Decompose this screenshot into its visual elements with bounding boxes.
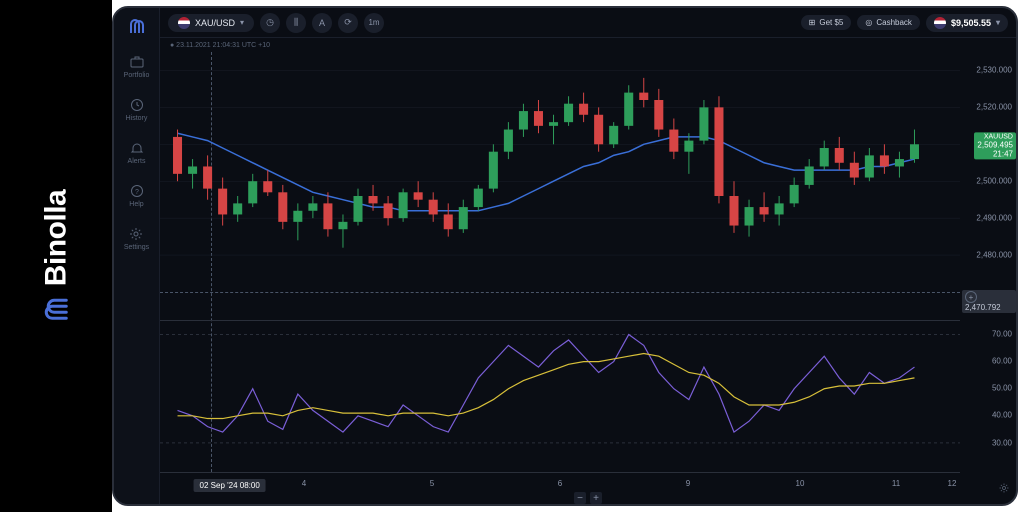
zoom-in-button[interactable]: + (590, 492, 602, 504)
refresh-tool-icon[interactable]: ⟳ (338, 13, 358, 33)
gift-icon: ⊞ (809, 18, 816, 27)
x-tick-label: 11 (892, 479, 900, 488)
x-tick-label: 6 (558, 479, 562, 488)
nav-history[interactable]: History (126, 97, 148, 122)
text-tool-icon[interactable]: A (312, 13, 332, 33)
zoom-controls: − + (574, 492, 602, 504)
zoom-out-button[interactable]: − (574, 492, 586, 504)
chart-area: ● 23.11.2021 21:04:31 UTC +10 2,480.000 2… (160, 38, 1016, 504)
nav-settings[interactable]: Settings (124, 226, 149, 251)
flag-icon (934, 17, 946, 29)
y-tick-label: 2,520.000 (976, 103, 1012, 112)
chart-settings-icon[interactable] (998, 482, 1010, 494)
balance-display[interactable]: $9,505.55 ▾ (926, 14, 1008, 32)
crosshair-x-label: 02 Sep '24 08:00 (194, 479, 266, 492)
app-frame: Portfolio History Alerts ? Help Settings… (112, 6, 1018, 506)
clock-icon (129, 97, 145, 113)
gear-icon (128, 226, 144, 242)
indicator-y-axis: 30.00 40.00 50.00 60.00 70.00 (962, 320, 1016, 470)
x-axis: 02 Sep '24 08:00 4 5 6 9 10 11 12 (160, 472, 960, 496)
indicator-y-label: 40.00 (992, 411, 1012, 420)
top-bar: XAU/USD ▾ ◷ ⫼ A ⟳ 1m ⊞ Get $5 ◎ Cashback… (160, 8, 1016, 38)
get5-button[interactable]: ⊞ Get $5 (801, 15, 852, 30)
indicator-y-label: 30.00 (992, 438, 1012, 447)
coin-icon: ◎ (865, 18, 872, 27)
brand-name: Binolla (39, 190, 73, 323)
clock-tool-icon[interactable]: ◷ (260, 13, 280, 33)
chevron-down-icon: ▾ (240, 18, 244, 27)
cashback-button[interactable]: ◎ Cashback (857, 15, 920, 30)
svg-text:?: ? (135, 189, 139, 196)
indicator-y-label: 50.00 (992, 384, 1012, 393)
chevron-down-icon: ▾ (996, 18, 1000, 27)
symbol-label: XAU/USD (195, 18, 235, 28)
x-tick-label: 10 (796, 479, 805, 488)
indicator-y-label: 70.00 (992, 329, 1012, 338)
x-tick-label: 9 (686, 479, 690, 488)
timeframe-selector[interactable]: 1m (364, 13, 384, 33)
symbol-selector[interactable]: XAU/USD ▾ (168, 14, 254, 32)
nav-alerts[interactable]: Alerts (128, 140, 146, 165)
y-tick-label: 2,490.000 (976, 214, 1012, 223)
nav-portfolio[interactable]: Portfolio (124, 54, 150, 79)
y-tick-label: 2,530.000 (976, 66, 1012, 75)
help-icon: ? (129, 183, 145, 199)
indicators-tool-icon[interactable]: ⫼ (286, 13, 306, 33)
bell-icon (129, 140, 145, 156)
y-tick-label: 2,480.000 (976, 251, 1012, 260)
crosshair-horizontal (160, 292, 960, 293)
y-tick-label: 2,500.000 (976, 177, 1012, 186)
timestamp-label: ● 23.11.2021 21:04:31 UTC +10 (170, 42, 270, 49)
price-chart[interactable] (160, 52, 960, 292)
indicator-chart[interactable] (160, 320, 960, 470)
app-logo-icon[interactable] (127, 16, 147, 36)
crosshair-price-tag: +2,470.792 (962, 290, 1016, 313)
x-tick-label: 5 (430, 479, 434, 488)
nav-help[interactable]: ? Help (129, 183, 145, 208)
brand-sidebar: Binolla (0, 0, 112, 512)
price-y-axis: 2,480.0002,490.0002,500.0002,510.0002,52… (962, 52, 1016, 292)
brand-logo-icon (42, 294, 70, 322)
left-nav: Portfolio History Alerts ? Help Settings (114, 8, 160, 504)
current-price-tag: XAUUSD2,509.49521:47 (974, 133, 1016, 160)
indicator-y-label: 60.00 (992, 356, 1012, 365)
flag-icon (178, 17, 190, 29)
briefcase-icon (129, 54, 145, 70)
x-tick-label: 12 (948, 479, 957, 488)
x-tick-label: 4 (302, 479, 306, 488)
